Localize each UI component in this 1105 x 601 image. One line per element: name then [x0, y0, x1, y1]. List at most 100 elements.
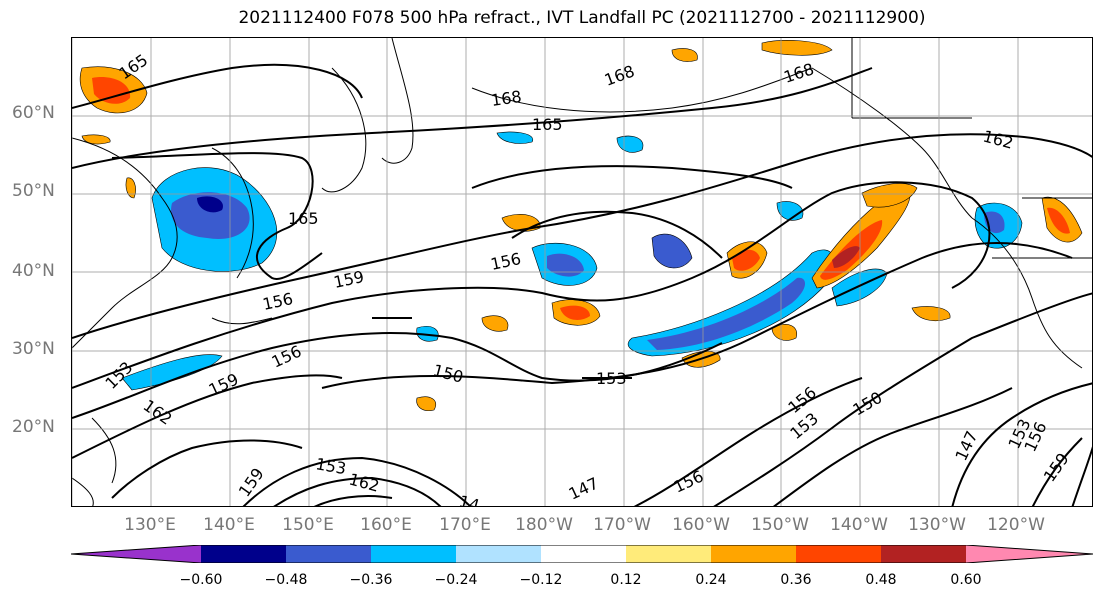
- lat-label: 30°N: [12, 339, 55, 359]
- colorbar-segment: [626, 545, 711, 563]
- map-title: 2021112400 F078 500 hPa refract., IVT La…: [238, 8, 926, 28]
- shading-blob: [771, 324, 798, 341]
- contour-label: 156: [261, 289, 295, 314]
- contour-label: 162: [347, 470, 381, 496]
- coastline: [321, 67, 367, 193]
- lon-label: 160°E: [360, 515, 412, 535]
- contour-label: 162: [981, 127, 1015, 153]
- coastline: [72, 477, 94, 506]
- contour-label: 156: [784, 383, 820, 417]
- shading-blob: [761, 40, 833, 56]
- coastline: [971, 217, 1083, 369]
- shading-blob: [616, 135, 644, 153]
- contour-line: [1071, 446, 1092, 506]
- colorbar: [71, 545, 1093, 563]
- colorbar-tick-label: −0.48: [264, 572, 308, 588]
- colorbar-segment: [71, 545, 201, 563]
- contour-line: [72, 63, 363, 109]
- contour-label: 14: [457, 492, 482, 507]
- shading-blob: [547, 253, 584, 277]
- contour-line: [111, 439, 303, 499]
- contour-label: 168: [602, 61, 637, 89]
- shading-blob: [651, 233, 693, 269]
- shading-blob: [416, 396, 437, 411]
- gridlines: [72, 38, 1092, 506]
- shading-blob: [560, 305, 590, 320]
- contour-label: 150: [850, 388, 886, 420]
- contour-line: [242, 456, 472, 506]
- shading-blob: [125, 177, 136, 199]
- colorbar-segment: [286, 545, 371, 563]
- contour-line: [72, 181, 991, 389]
- shading-blob: [496, 131, 534, 144]
- lat-label: 40°N: [12, 261, 55, 281]
- shading-blob: [92, 77, 131, 104]
- contour-label: 156: [489, 249, 523, 274]
- colorbar-segment: [966, 545, 1093, 563]
- colorbar-segment: [371, 545, 456, 563]
- contour-label: 165: [288, 209, 319, 228]
- shading-blob: [832, 246, 860, 268]
- lon-label: 120°W: [987, 515, 1045, 535]
- colorbar-segment: [456, 545, 541, 563]
- colorbar-segment: [881, 545, 966, 563]
- contour-line: [273, 476, 442, 506]
- shading-blob: [911, 306, 951, 321]
- lat-label: 60°N: [12, 103, 55, 123]
- contour-label: 156: [671, 466, 707, 496]
- contour-label: 147: [951, 428, 981, 464]
- shading-blob: [481, 315, 509, 332]
- contour-line: [72, 374, 343, 459]
- contour-line: [72, 67, 873, 169]
- shading-blob: [671, 48, 698, 62]
- contour-label: 159: [206, 369, 242, 399]
- lon-label: 140°W: [830, 515, 888, 535]
- map-panel: 165 168 168 168 165 162 165 159 156 156 …: [71, 37, 1093, 507]
- colorbar-tick-label: −0.36: [349, 572, 393, 588]
- colorbar-tick-label: 0.24: [695, 572, 727, 588]
- contour-label: 147: [566, 473, 602, 503]
- shading-blob: [647, 277, 806, 350]
- lat-label: 50°N: [12, 181, 55, 201]
- colorbar-tick-label: 0.12: [610, 572, 642, 588]
- colorbar-segment: [201, 545, 286, 563]
- shading-blob: [416, 326, 439, 342]
- contour-line: [633, 377, 863, 506]
- contour-label: 159: [235, 464, 268, 500]
- contour-line: [321, 242, 1073, 389]
- lon-label: 180°W: [515, 515, 573, 535]
- contour-line: [1031, 437, 1083, 506]
- contour-label: 162: [140, 396, 176, 429]
- coastline: [811, 67, 973, 219]
- contour-label: 156: [269, 341, 305, 371]
- lon-label: 150°E: [282, 515, 334, 535]
- contours: [72, 63, 1092, 506]
- contour-label: 168: [781, 59, 816, 87]
- map-canvas: 165 168 168 168 165 162 165 159 156 156 …: [72, 38, 1092, 507]
- contour-line: [773, 387, 1013, 506]
- contour-label: 153: [596, 369, 627, 388]
- contour-label: 168: [490, 87, 523, 110]
- colorbar-segment: [541, 545, 626, 563]
- lon-label: 170°W: [593, 515, 651, 535]
- contour-line: [951, 382, 1092, 506]
- lon-label: 150°W: [751, 515, 809, 535]
- coastline: [91, 417, 117, 484]
- colorbar-tick-label: 0.60: [950, 572, 982, 588]
- shading-layer: [79, 40, 1083, 411]
- lon-label: 170°E: [439, 515, 491, 535]
- lon-label: 130°E: [124, 515, 176, 535]
- contour-line: [313, 495, 393, 506]
- contour-line: [111, 152, 323, 280]
- shading-blob: [1047, 207, 1070, 234]
- coastline: [381, 38, 414, 164]
- contour-label: 165: [532, 115, 563, 134]
- contour-label: 150: [431, 361, 465, 387]
- colorbar-tick-label: 0.36: [780, 572, 812, 588]
- coastline: [211, 317, 273, 325]
- contour-label: 153: [786, 409, 822, 443]
- colorbar-tick-label: −0.12: [519, 572, 563, 588]
- contour-line: [511, 210, 723, 259]
- coastline: [72, 137, 178, 349]
- contour-line: [713, 292, 1092, 506]
